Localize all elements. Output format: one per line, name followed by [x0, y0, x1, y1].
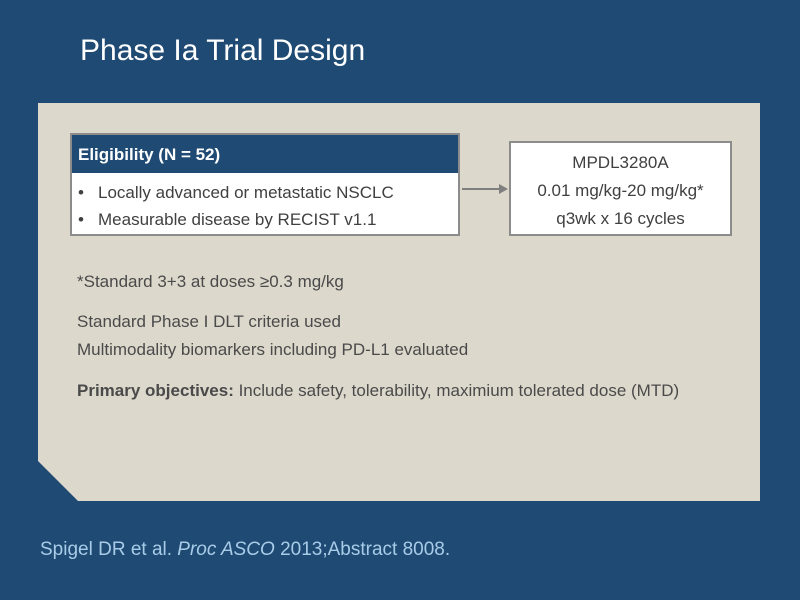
bullet-icon: •: [78, 183, 84, 202]
slide-title: Phase Ia Trial Design: [80, 34, 366, 67]
primary-objectives: Primary objectives: Include safety, tole…: [77, 380, 717, 402]
eligibility-item-text: Locally advanced or metastatic NSCLC: [98, 183, 394, 202]
eligibility-header: Eligibility (N = 52): [72, 135, 458, 173]
eligibility-item-text: Measurable disease by RECIST v1.1: [98, 210, 377, 229]
objectives-label: Primary objectives:: [77, 381, 234, 400]
citation-authors: Spigel DR et al.: [40, 539, 178, 560]
treatment-dose: 0.01 mg/kg-20 mg/kg*: [537, 181, 704, 200]
dose-footnote: *Standard 3+3 at doses ≥0.3 mg/kg: [77, 272, 344, 291]
biomarker-note: Multimodality biomarkers including PD-L1…: [77, 340, 469, 359]
bullet-icon: •: [78, 210, 84, 229]
dlt-note: Standard Phase I DLT criteria used: [77, 312, 341, 331]
citation-rest: 2013;Abstract 8008.: [274, 539, 451, 560]
list-item: • Measurable disease by RECIST v1.1: [72, 206, 458, 233]
eligibility-box: Eligibility (N = 52) • Locally advanced o…: [70, 133, 460, 236]
treatment-schedule: q3wk x 16 cycles: [556, 209, 685, 228]
list-item: • Locally advanced or metastatic NSCLC: [72, 179, 458, 206]
citation-journal: Proc ASCO: [177, 539, 275, 560]
objectives-text: Include safety, tolerability, maximium t…: [233, 381, 680, 400]
treatment-box: MPDL3280A 0.01 mg/kg-20 mg/kg* q3wk x 16…: [509, 141, 732, 236]
arrow-right-icon: [462, 184, 508, 194]
treatment-drug: MPDL3280A: [572, 153, 669, 172]
citation: Spigel DR et al. Proc ASCO 2013;Abstract…: [40, 539, 450, 561]
eligibility-list: • Locally advanced or metastatic NSCLC • M…: [72, 173, 458, 233]
